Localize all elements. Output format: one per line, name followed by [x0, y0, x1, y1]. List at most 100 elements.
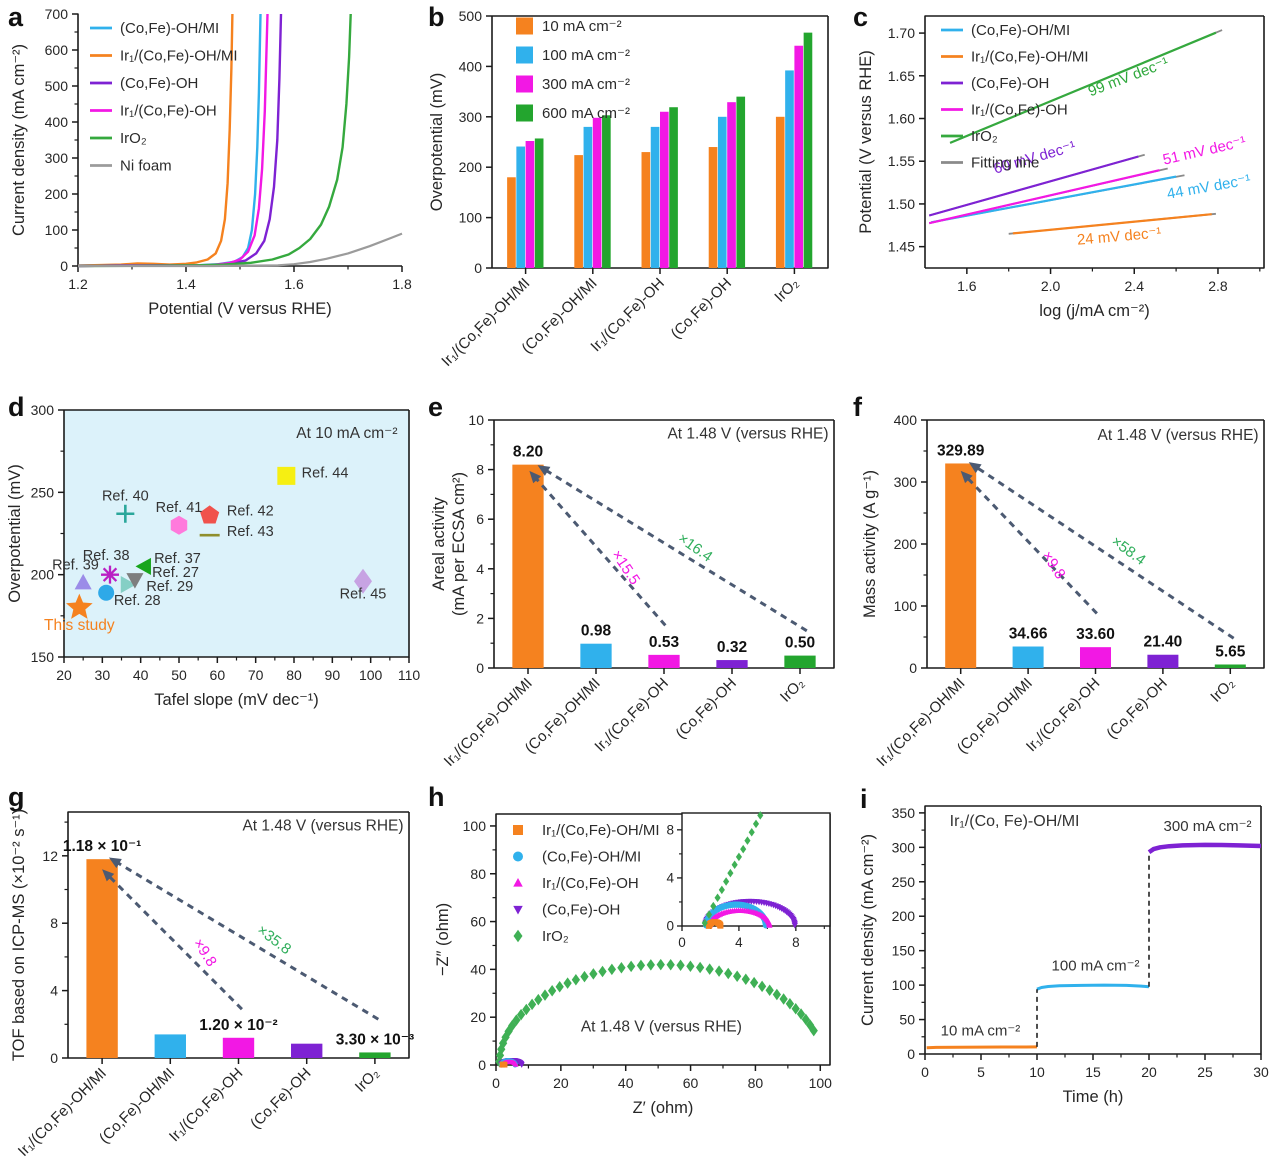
y-tick-label: 150 [892, 943, 916, 959]
y-tick-label: 500 [459, 8, 483, 24]
y-tick-label: 12 [42, 848, 58, 864]
star-marker [66, 593, 93, 619]
series-Ir₁/(Co,Fe)-OH/MI [1012, 213, 1212, 235]
bar-600 mA cm⁻² [736, 96, 746, 268]
legend-label: 100 mA cm⁻² [542, 47, 630, 64]
diamond-marker [701, 918, 708, 928]
bar-IrO₂ [784, 655, 816, 668]
panel-label-f: f [853, 392, 862, 422]
bar-Ir₁/(Co,Fe)-OH/MI [945, 463, 977, 668]
series-Ir₁/(Co,Fe)-OH [928, 169, 1160, 225]
diamond-marker [779, 993, 788, 1005]
legend-label: 300 mA cm⁻² [542, 76, 630, 93]
comparison-arrow [965, 476, 1098, 615]
y-tick-label: 250 [892, 874, 916, 890]
series-10 mA cm⁻² hold [926, 1045, 1038, 1050]
bar-300 mA cm⁻² [660, 111, 669, 268]
bar-100 mA cm⁻² [717, 116, 727, 268]
diamond-marker [765, 984, 774, 997]
bar-100 mA cm⁻² [516, 146, 525, 268]
category-label: IrO₂ [771, 275, 802, 306]
y-tick-label: 250 [31, 484, 55, 500]
y-tick-label: 1.70 [888, 25, 915, 41]
category-label: (Co,Fe)-OH [668, 275, 735, 342]
y-tick-label: 300 [459, 109, 483, 125]
y-tick-label: 4 [476, 561, 484, 577]
diamond-marker [527, 998, 537, 1011]
triangle-down-marker [791, 922, 799, 929]
diamond-marker [626, 960, 636, 973]
bar-10 mA cm⁻² [574, 155, 583, 268]
category-label: (Co,Fe)-OH [672, 675, 739, 742]
bar-(Co,Fe)-OH [716, 660, 748, 668]
panel-label-h: h [428, 782, 445, 812]
diamond-marker [686, 960, 695, 972]
diamond-marker [724, 967, 733, 980]
series-300 mA cm⁻² hold [1147, 842, 1262, 855]
y-tick-label: 100 [459, 210, 483, 226]
x-tick-label: 40 [133, 667, 149, 683]
annotation: At 1.48 V (versus RHE) [1098, 427, 1259, 444]
bar-300 mA cm⁻² [592, 117, 602, 268]
square-marker [277, 466, 296, 485]
inset-x-tick-label: 4 [735, 935, 743, 950]
annotation: 51 mV dec⁻¹ [1161, 133, 1247, 169]
y-tick-label: 1.45 [888, 239, 915, 255]
triangle-up-marker [766, 922, 773, 928]
annotation: 300 mA cm⁻² [1164, 818, 1252, 835]
x-tick-label: 80 [286, 667, 302, 683]
x-tick-label: 25 [1197, 1064, 1213, 1080]
annotation: 100 mA cm⁻² [1052, 958, 1140, 975]
y-tick-label: 6 [476, 511, 484, 527]
annotation: Ref. 37 [154, 551, 201, 567]
diamond-marker [598, 965, 607, 978]
x-tick-label: 60 [210, 667, 226, 683]
legend-label: Ir₁/(Co,Fe)-OH/MI [542, 822, 660, 839]
triangle-down-marker [513, 905, 523, 915]
panel-label-a: a [8, 2, 24, 32]
legend-label: Ir₁/(Co,Fe)-OH/MI [971, 49, 1089, 66]
bar-value-label: 1.20 × 10⁻² [199, 1017, 277, 1034]
diamond-marker [710, 901, 717, 911]
x-tick-label: 100 [359, 667, 383, 683]
bar-value-label: 34.66 [1009, 626, 1048, 643]
asterisk-marker [101, 565, 119, 584]
diamond-marker [534, 993, 543, 1006]
y-axis-label: Current density (mA cm⁻²) [859, 834, 877, 1026]
y-axis-label: −Z″ (ohm) [434, 903, 452, 976]
bar-Ir₁/(Co,Fe)-OH [1079, 647, 1112, 668]
comparison-arrow [107, 874, 243, 1011]
legend-label: Ir₁/(Co,Fe)-OH [971, 102, 1068, 119]
legend-label: Ir₁/(Co,Fe)-OH [542, 875, 639, 892]
legend-label: Ir₁/(Co,Fe)-OH/MI [120, 48, 238, 65]
y-axis-label: (mA per ECSA cm²) [450, 472, 468, 616]
y-tick-label: 500 [45, 78, 69, 94]
diamond-marker [714, 965, 724, 977]
bar-value-label: 21.40 [1144, 634, 1183, 651]
comparison-arrow [115, 860, 380, 1021]
series-100 mA cm⁻² hold [1036, 983, 1150, 991]
triangle-down-marker [518, 1062, 525, 1068]
arrow-label: ×16.4 [675, 530, 716, 566]
chart-b: 0 100 200 300 400 500 Overpotential (mV) Ir₁/(C… [428, 8, 829, 370]
y-tick-label: 400 [45, 114, 69, 130]
y-tick-label: 100 [894, 598, 918, 614]
bar-10 mA cm⁻² [641, 152, 651, 268]
y-tick-label: 300 [45, 150, 69, 166]
x-tick-label: 1.6 [284, 276, 304, 292]
chart-e: 0 2 4 6 8 10 Areal activity (mA per ECSA cm²) Ir… [430, 412, 835, 770]
x-tick-label: 0 [921, 1064, 929, 1080]
diamond-marker [607, 963, 617, 976]
x-tick-label: 15 [1085, 1064, 1101, 1080]
y-tick-label: 200 [31, 567, 55, 583]
x-tick-label: 110 [398, 667, 420, 683]
y-axis-label: Areal activity [430, 496, 448, 590]
panel-label-i: i [860, 784, 868, 814]
x-axis-label: Time (h) [1063, 1088, 1124, 1106]
bar-600 mA cm⁻² [602, 115, 611, 269]
x-axis-label: Potential (V versus RHE) [148, 300, 331, 318]
panel-label-e: e [428, 392, 444, 422]
inset-x-tick-label: 8 [792, 935, 800, 950]
legend-label: (Co,Fe)-OH [120, 75, 198, 92]
